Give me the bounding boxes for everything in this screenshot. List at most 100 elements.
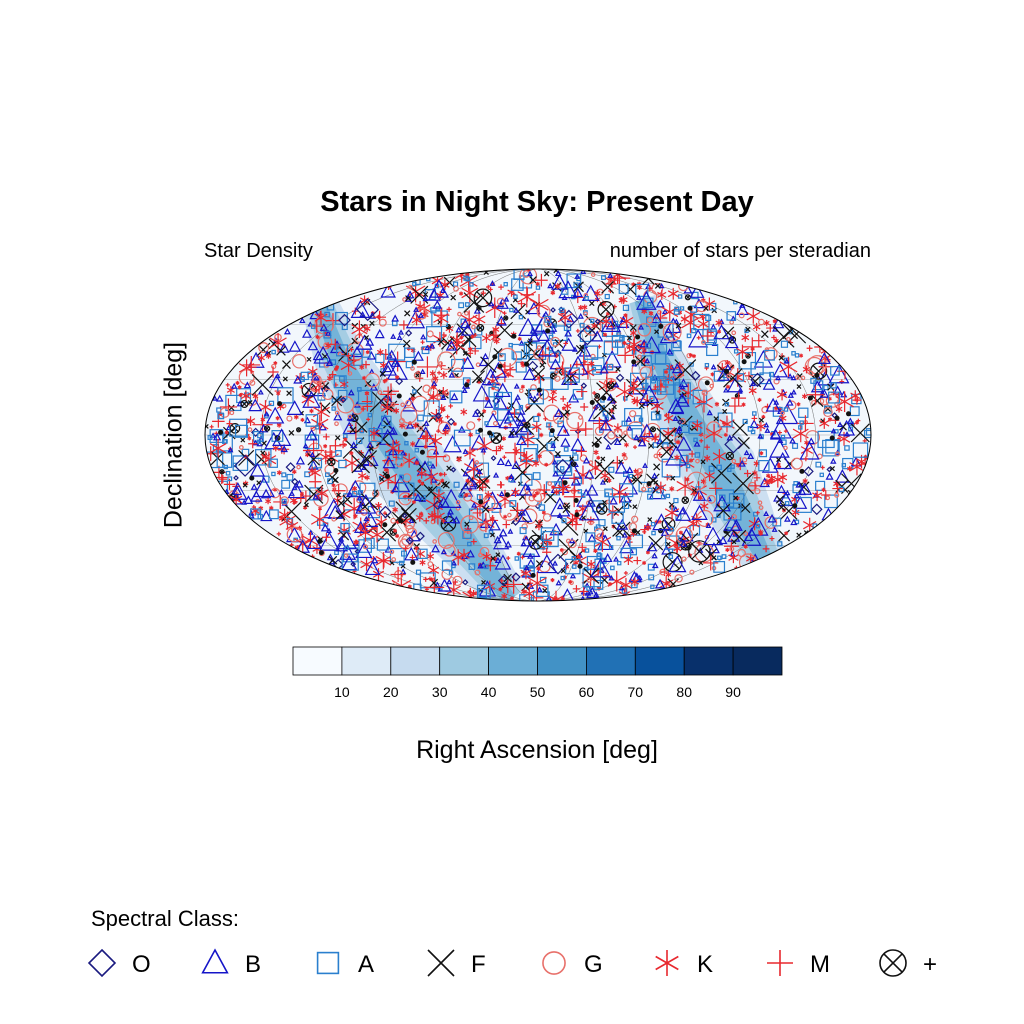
star-marker-triangle bbox=[287, 482, 305, 499]
legend-label: A bbox=[358, 951, 374, 978]
star-marker-triangle bbox=[472, 410, 480, 417]
star-marker-square bbox=[621, 588, 628, 594]
legend-label: M bbox=[810, 951, 830, 978]
star-marker-triangle bbox=[413, 493, 423, 502]
star-marker-plus bbox=[498, 284, 504, 290]
star-marker-asterisk bbox=[392, 506, 398, 513]
star-marker-triangle bbox=[793, 495, 808, 509]
star-marker-asterisk bbox=[517, 336, 522, 341]
legend-item-x: F bbox=[427, 949, 486, 978]
legend-item-plus: M bbox=[767, 950, 830, 978]
star-markers bbox=[205, 269, 871, 601]
legend-marker-triangle-icon bbox=[201, 948, 229, 974]
star-marker-square bbox=[304, 471, 311, 478]
star-marker-triangle bbox=[577, 312, 584, 319]
legend-label: O bbox=[132, 951, 151, 978]
star-marker-triangle bbox=[749, 419, 759, 429]
star-marker-asterisk bbox=[714, 401, 720, 407]
star-marker-asterisk bbox=[613, 423, 623, 433]
star-marker-asterisk bbox=[276, 470, 282, 476]
star-marker-triangle bbox=[466, 549, 475, 558]
star-marker-triangle bbox=[554, 269, 562, 277]
star-marker-triangle bbox=[626, 425, 633, 431]
legend-marker-plus-icon bbox=[767, 950, 793, 976]
left-subtitle: Star Density bbox=[204, 240, 313, 262]
star-marker-plus bbox=[617, 347, 633, 364]
star-marker-triangle bbox=[472, 384, 491, 402]
star-marker-asterisk bbox=[498, 587, 503, 592]
star-marker-triangle bbox=[403, 546, 419, 561]
legend-label: F bbox=[471, 951, 486, 978]
star-marker-circle bbox=[507, 512, 512, 518]
star-marker-triangle bbox=[525, 581, 535, 589]
star-marker-triangle bbox=[579, 269, 587, 275]
star-marker-asterisk bbox=[757, 397, 762, 402]
star-marker-triangle bbox=[711, 340, 718, 346]
star-marker-square bbox=[458, 302, 465, 309]
star-marker-plus bbox=[470, 538, 477, 545]
star-marker-plus bbox=[727, 398, 743, 414]
star-marker-circle bbox=[656, 309, 662, 315]
star-marker-plus bbox=[324, 445, 337, 459]
legend-marker-diamond-icon bbox=[87, 948, 117, 978]
star-marker-square bbox=[822, 439, 839, 457]
star-marker-triangle bbox=[380, 283, 396, 298]
star-marker-square bbox=[704, 362, 710, 368]
legend-marker-circle-x-icon bbox=[879, 949, 907, 977]
star-marker-plus bbox=[446, 306, 452, 312]
star-marker-circle bbox=[561, 549, 568, 556]
legend-label: G bbox=[584, 951, 603, 978]
star-marker-triangle bbox=[584, 469, 595, 479]
star-marker-plus bbox=[580, 402, 589, 412]
star-marker-x bbox=[600, 575, 609, 584]
star-marker-triangle bbox=[504, 459, 513, 467]
star-marker-asterisk bbox=[596, 455, 601, 460]
star-marker-plus bbox=[484, 560, 496, 572]
star-marker-asterisk bbox=[721, 420, 726, 425]
legend-marker-asterisk-icon bbox=[655, 950, 679, 976]
star-marker-square bbox=[798, 407, 809, 418]
right-subtitle: number of stars per steradian bbox=[609, 240, 871, 262]
star-marker-triangle bbox=[710, 363, 717, 370]
legend-item-square: A bbox=[316, 951, 374, 978]
legend-marker-circle-icon bbox=[542, 951, 566, 975]
star-marker-circle bbox=[336, 396, 355, 414]
star-marker-diamond bbox=[285, 462, 296, 473]
legend-item-circle-x: + bbox=[879, 949, 937, 978]
star-marker-triangle bbox=[513, 383, 520, 389]
star-marker-plus bbox=[437, 370, 442, 375]
star-marker-triangle bbox=[723, 387, 729, 393]
star-marker-triangle bbox=[790, 389, 797, 395]
star-marker-x bbox=[288, 430, 295, 436]
star-marker-circle bbox=[405, 524, 414, 534]
star-marker-square bbox=[665, 493, 671, 499]
star-marker-x bbox=[205, 424, 209, 429]
star-marker-square bbox=[577, 489, 583, 494]
star-marker-square bbox=[601, 320, 619, 337]
star-marker-square bbox=[752, 411, 757, 416]
star-marker-square bbox=[511, 343, 528, 360]
star-marker-plus bbox=[276, 531, 282, 537]
star-marker-triangle bbox=[386, 349, 398, 360]
star-marker-circle bbox=[383, 458, 390, 465]
star-marker-circle bbox=[452, 575, 463, 587]
star-marker-square bbox=[652, 442, 659, 448]
star-marker-plus bbox=[658, 519, 663, 524]
star-marker-square bbox=[650, 411, 660, 421]
star-marker-asterisk bbox=[582, 304, 588, 310]
star-marker-triangle bbox=[834, 468, 850, 483]
star-marker-triangle bbox=[280, 445, 288, 453]
star-marker-triangle bbox=[243, 495, 254, 505]
star-marker-asterisk bbox=[393, 528, 398, 533]
star-marker-triangle bbox=[319, 323, 329, 331]
star-marker-asterisk bbox=[365, 350, 370, 355]
star-marker-circle bbox=[474, 569, 481, 576]
star-marker-circle bbox=[651, 283, 664, 295]
star-marker-circle bbox=[747, 481, 757, 492]
legend-label: B bbox=[245, 951, 261, 978]
star-marker-square bbox=[628, 473, 634, 479]
star-marker-triangle bbox=[342, 421, 357, 435]
star-marker-diamond bbox=[490, 455, 497, 462]
star-marker-triangle bbox=[452, 516, 461, 524]
